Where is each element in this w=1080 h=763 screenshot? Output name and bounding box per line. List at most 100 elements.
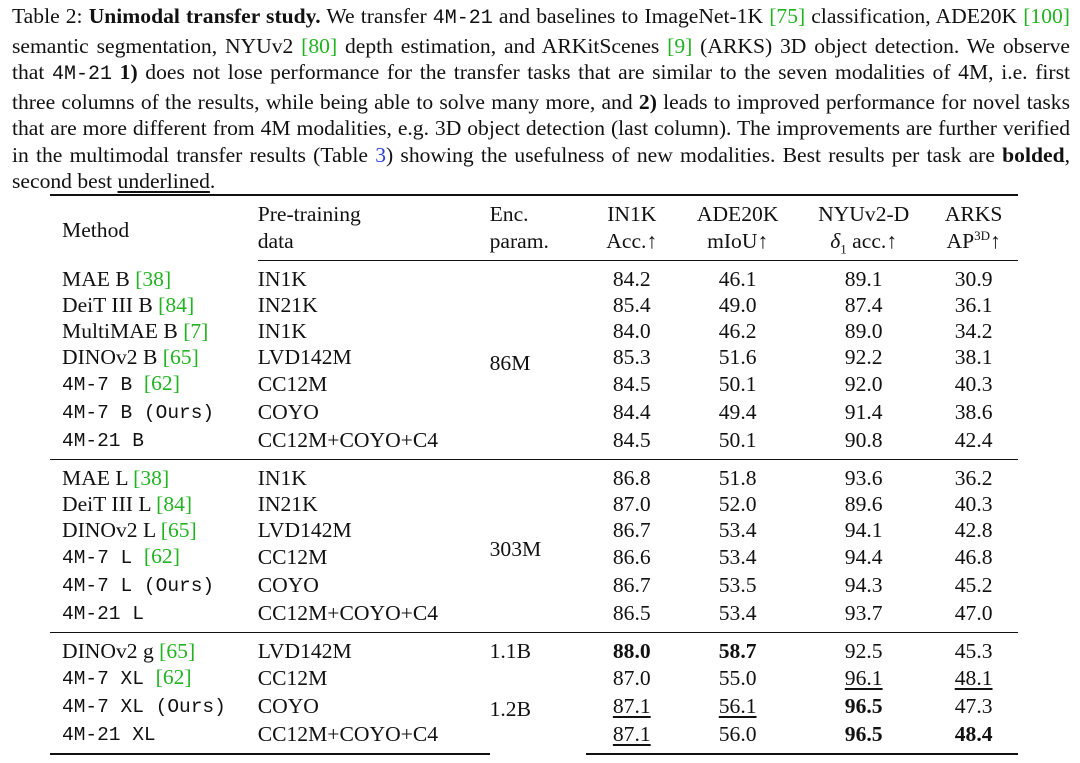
in1k-score: 86.6 [612, 545, 651, 569]
header-nyuv2-metric: δ1 acc.↑ [798, 228, 930, 261]
in1k-score: 84.5 [612, 372, 651, 396]
ade-score: 46.2 [718, 319, 757, 343]
caption-text: classification, ADE20K [805, 4, 1024, 28]
method-cell: 4M-7 XL (Ours) [50, 692, 258, 720]
nyu-score: 89.1 [844, 267, 883, 291]
in1k-score-cell: 86.7 [586, 517, 677, 543]
header-in1k: IN1K [586, 194, 678, 228]
nyu-score-cell: 89.1 [798, 261, 929, 293]
pretrain-data-cell: COYO [257, 400, 319, 424]
table-row: 4M-21 B CC12M+COYO+C4 84.5 50.1 90.8 42.4 [50, 426, 1018, 460]
in1k-score-cell: 87.0 [586, 664, 677, 692]
method-name: MultiMAE B [62, 319, 184, 343]
method-cell: 4M-7 XL [62] [50, 664, 258, 692]
citation-link[interactable]: [65] [162, 345, 199, 369]
arks-score: 34.2 [954, 319, 993, 343]
nyu-score: 94.3 [844, 573, 883, 597]
ade-score-cell: 53.4 [677, 517, 798, 543]
subscript: 1 [840, 241, 847, 257]
arks-score: 42.4 [954, 428, 993, 452]
nyu-score: 90.8 [844, 428, 883, 452]
ade-score: 50.1 [718, 428, 757, 452]
citation-link[interactable]: [75] [769, 4, 806, 28]
method-cell: DeiT III B [84] [50, 292, 258, 318]
method-name: 4M-7 XL (Ours) [62, 696, 226, 718]
pretrain-data-cell: IN1K [257, 319, 307, 343]
citation-link[interactable]: [100] [1023, 4, 1070, 28]
method-name: DeiT III B [62, 293, 159, 317]
pretrain-data-cell: IN1K [257, 459, 490, 491]
enc-param-cell: 1.1B [489, 632, 587, 664]
citation-link[interactable]: [38] [133, 466, 170, 490]
pretrain-data-cell: CC12M [257, 372, 328, 396]
method-name: 4M-7 XL [62, 668, 156, 690]
citation-link[interactable]: [38] [135, 266, 172, 291]
in1k-score-cell: 85.4 [586, 292, 677, 318]
in1k-score: 84.0 [612, 319, 651, 343]
method-cell: DINOv2 B [65] [50, 344, 258, 370]
method-name: 4M-7 L [62, 547, 144, 569]
in1k-score-cell: 84.0 [586, 318, 677, 344]
method-name: 4M-21 B [62, 430, 144, 452]
ade-score-cell: 49.0 [677, 292, 798, 318]
citation-link[interactable]: [62] [155, 665, 192, 689]
in1k-score-cell: 88.0 [586, 632, 678, 664]
table-row: 4M-7 L [62] CC12M 86.6 53.4 94.4 46.8 [50, 543, 1018, 571]
method-cell: DINOv2 L [65] [50, 517, 258, 543]
pretrain-data-cell: COYO [257, 694, 319, 718]
table-row: 4M-21 XL CC12M+COYO+C4 87.1 56.0 96.5 48.4 [50, 720, 1018, 755]
nyu-score: 89.6 [844, 492, 883, 516]
ade-score-cell: 55.0 [677, 664, 798, 692]
arks-score: 38.1 [954, 345, 993, 369]
ade-score: 49.4 [718, 400, 757, 424]
table-row: DeiT III B [84] IN21K 85.4 49.0 87.4 36.1 [50, 292, 1018, 318]
citation-link[interactable]: [84] [158, 293, 195, 317]
citation-link[interactable]: [65] [160, 518, 197, 542]
method-name: DeiT III L [62, 492, 157, 516]
table-row: 4M-7 B (Ours) COYO 84.4 49.4 91.4 38.6 [50, 398, 1018, 426]
citation-link[interactable]: [62] [143, 544, 180, 568]
table-ref-link[interactable]: 3 [375, 142, 387, 167]
nyu-score: 92.0 [844, 372, 883, 396]
metric-text: AP [946, 229, 975, 253]
delta-symbol: δ [830, 229, 841, 253]
nyu-score: 93.7 [844, 601, 883, 625]
arks-score: 47.0 [954, 601, 993, 625]
model-name: 4M-21 [52, 63, 113, 86]
table-row: DeiT III L [84] IN21K 87.0 52.0 89.6 40.3 [50, 491, 1018, 517]
nyu-score-cell: 96.1 [798, 664, 929, 692]
method-cell: MAE B [38] [50, 261, 258, 293]
method-cell: 4M-7 L (Ours) [50, 571, 258, 599]
ade-score: 50.1 [718, 372, 757, 396]
ade-score-cell: 56.0 [677, 720, 799, 755]
nyu-score: 96.5 [844, 722, 883, 746]
caption-text: leads to improved performance for novel … [12, 89, 1070, 167]
header-arks: ARKS [929, 194, 1018, 228]
citation-link[interactable]: [65] [159, 639, 196, 663]
in1k-score: 87.0 [612, 492, 651, 516]
citation-link[interactable]: [84] [156, 492, 193, 516]
caption-text: semantic segmentation, NYUv2 [12, 33, 302, 58]
caption-text: does not lose performance for the transf… [12, 60, 1070, 114]
nyu-score: 96.5 [844, 694, 883, 718]
method-cell: DeiT III L [84] [50, 491, 258, 517]
citation-link[interactable]: [9] [667, 33, 693, 58]
arks-score-cell: 48.4 [929, 720, 1018, 755]
table-row: MultiMAE B [7] IN1K 84.0 46.2 89.0 34.2 [50, 318, 1018, 344]
caption-text: ) showing the usefulness of new modaliti… [386, 142, 1003, 167]
citation-link[interactable]: [62] [143, 371, 180, 395]
in1k-score: 86.7 [612, 573, 651, 597]
citation-link[interactable]: [7] [183, 319, 209, 343]
in1k-score-cell: 86.5 [586, 599, 677, 633]
nyu-score: 92.5 [844, 639, 883, 663]
arks-score: 48.4 [954, 722, 993, 746]
nyu-score: 89.0 [844, 319, 883, 343]
nyu-score-cell: 94.3 [798, 571, 929, 599]
arks-score-cell: 48.1 [929, 664, 1018, 692]
arks-score-cell: 45.3 [929, 632, 1018, 664]
ade-score-cell: 53.4 [677, 599, 798, 633]
metric-arrow: ↑ [989, 229, 1001, 253]
arks-score: 47.3 [954, 694, 993, 718]
header-enc-sub: param. [489, 228, 587, 261]
citation-link[interactable]: [80] [301, 33, 338, 58]
